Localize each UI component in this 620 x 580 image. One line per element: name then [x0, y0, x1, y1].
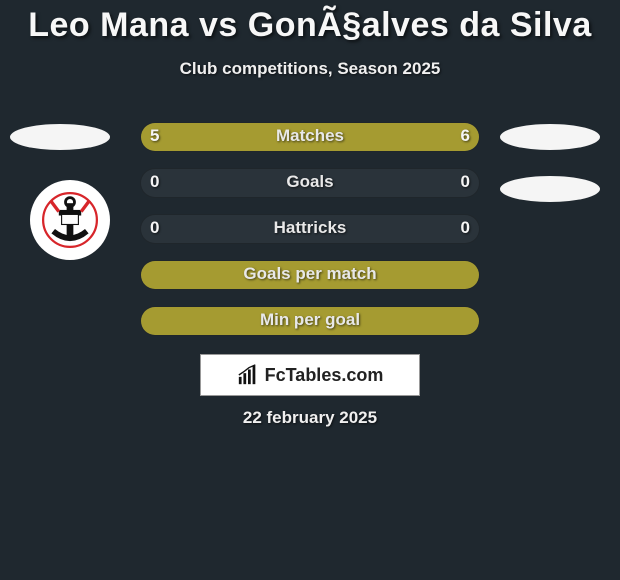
- stat-row: 0 0 Hattricks: [0, 210, 620, 256]
- stat-bar: [140, 260, 480, 290]
- stat-value-right: 0: [461, 218, 470, 238]
- stat-bar-full: [141, 261, 479, 289]
- stat-bar: [140, 168, 480, 198]
- stat-row: Goals per match: [0, 256, 620, 302]
- stat-bar: [140, 214, 480, 244]
- stat-bar-left: [141, 123, 293, 151]
- page-title: Leo Mana vs GonÃ§alves da Silva: [0, 0, 620, 45]
- stat-bar: [140, 306, 480, 336]
- stat-value-left: 5: [150, 126, 159, 146]
- brand-label: FcTables.com: [265, 365, 384, 386]
- subtitle: Club competitions, Season 2025: [0, 59, 620, 79]
- stat-bar-right: [293, 123, 479, 151]
- stat-row: 5 6 Matches: [0, 118, 620, 164]
- brand-box[interactable]: FcTables.com: [200, 354, 420, 396]
- stat-bar: [140, 122, 480, 152]
- stat-value-left: 0: [150, 172, 159, 192]
- stat-row: 0 0 Goals: [0, 164, 620, 210]
- stats-container: 5 6 Matches 0 0 Goals 0 0 Hattricks Goal…: [0, 118, 620, 348]
- stat-value-left: 0: [150, 218, 159, 238]
- stat-bar-full: [141, 307, 479, 335]
- stat-value-right: 6: [461, 126, 470, 146]
- date-label: 22 february 2025: [0, 408, 620, 428]
- stat-value-right: 0: [461, 172, 470, 192]
- stat-row: Min per goal: [0, 302, 620, 348]
- chart-icon: [237, 364, 259, 386]
